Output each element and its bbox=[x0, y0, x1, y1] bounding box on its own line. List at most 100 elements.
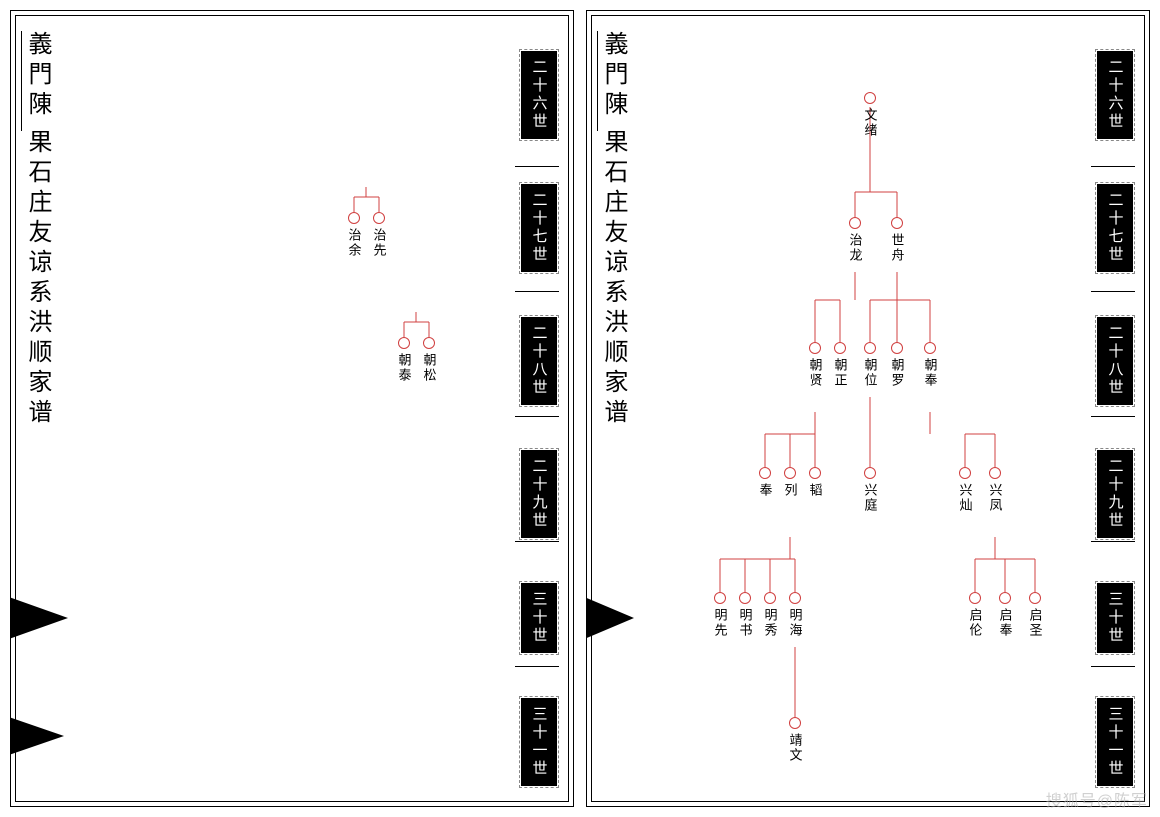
generation-box: 二十六世 bbox=[1097, 51, 1133, 139]
node-circle-icon bbox=[789, 592, 801, 604]
generation-box: 二十七世 bbox=[1097, 184, 1133, 272]
node-circle-icon bbox=[1029, 592, 1041, 604]
tree-node: 明书 bbox=[735, 592, 755, 638]
title-clan: 義門陳 bbox=[601, 31, 625, 121]
generation-box: 三十世 bbox=[521, 583, 557, 653]
tree-node: 治余 bbox=[344, 212, 364, 258]
node-label: 明海 bbox=[789, 608, 802, 638]
node-circle-icon bbox=[764, 592, 776, 604]
tree-node: 明海 bbox=[785, 592, 805, 638]
node-circle-icon bbox=[739, 592, 751, 604]
tree-node: 启圣 bbox=[1025, 592, 1045, 638]
node-label: 朝罗 bbox=[891, 358, 904, 388]
node-label: 朝正 bbox=[834, 358, 847, 388]
page-right: 義門陳 果石庄友谅系洪顺家谱 二十六世二十七世二十八世二十九世三十世三十一世 文… bbox=[586, 10, 1150, 807]
node-label: 文绪 bbox=[864, 108, 877, 138]
tree-node: 治龙 bbox=[845, 217, 865, 263]
tree-node: 朝奉 bbox=[920, 342, 940, 388]
node-circle-icon bbox=[891, 342, 903, 354]
generation-box: 三十一世 bbox=[521, 698, 557, 786]
generation-divider bbox=[515, 541, 559, 542]
node-label: 启伦 bbox=[969, 608, 982, 638]
node-circle-icon bbox=[398, 337, 410, 349]
generation-divider bbox=[515, 416, 559, 417]
node-label: 明秀 bbox=[764, 608, 777, 638]
tree-node: 兴灿 bbox=[955, 467, 975, 513]
tree-node: 列 bbox=[780, 467, 800, 498]
node-label: 启圣 bbox=[1029, 608, 1042, 638]
node-label: 兴庭 bbox=[864, 483, 877, 513]
generation-divider bbox=[515, 291, 559, 292]
node-circle-icon bbox=[864, 92, 876, 104]
tree-node: 靖文 bbox=[785, 717, 805, 763]
generation-divider bbox=[1091, 166, 1135, 167]
page-left: 義門陳 果石庄友谅系洪顺家谱 二十六世二十七世二十八世二十九世三十世三十一世 治… bbox=[10, 10, 574, 807]
node-circle-icon bbox=[373, 212, 385, 224]
tree-node: 兴凤 bbox=[985, 467, 1005, 513]
node-circle-icon bbox=[759, 467, 771, 479]
node-circle-icon bbox=[789, 717, 801, 729]
tree-node: 明秀 bbox=[760, 592, 780, 638]
node-circle-icon bbox=[969, 592, 981, 604]
decorative-wedge bbox=[10, 596, 68, 640]
generation-box: 二十九世 bbox=[521, 450, 557, 538]
title-subtitle: 果石庄友谅系洪顺家谱 bbox=[601, 129, 625, 429]
node-circle-icon bbox=[348, 212, 360, 224]
tree-node: 兴庭 bbox=[860, 467, 880, 513]
generation-box: 二十八世 bbox=[1097, 317, 1133, 405]
generation-divider bbox=[1091, 666, 1135, 667]
node-label: 兴灿 bbox=[959, 483, 972, 513]
node-label: 靖文 bbox=[789, 733, 802, 763]
tree-node: 朝泰 bbox=[394, 337, 414, 383]
node-label: 治龙 bbox=[849, 233, 862, 263]
node-circle-icon bbox=[864, 467, 876, 479]
node-label: 明先 bbox=[714, 608, 727, 638]
node-circle-icon bbox=[849, 217, 861, 229]
generation-column: 二十六世二十七世二十八世二十九世三十世三十一世 bbox=[521, 51, 559, 786]
node-label: 奉 bbox=[759, 483, 772, 498]
node-circle-icon bbox=[924, 342, 936, 354]
tree-node: 明先 bbox=[710, 592, 730, 638]
tree-node: 朝位 bbox=[860, 342, 880, 388]
generation-divider bbox=[1091, 416, 1135, 417]
tree-node: 奉 bbox=[755, 467, 775, 498]
node-label: 列 bbox=[784, 483, 797, 498]
node-label: 朝松 bbox=[423, 353, 436, 383]
generation-box: 二十七世 bbox=[521, 184, 557, 272]
node-circle-icon bbox=[999, 592, 1011, 604]
node-label: 治先 bbox=[373, 228, 386, 258]
watermark-text: 搜狐号@陈军 bbox=[1046, 787, 1148, 811]
tree-node: 启奉 bbox=[995, 592, 1015, 638]
node-circle-icon bbox=[423, 337, 435, 349]
title-column: 義門陳 果石庄友谅系洪顺家谱 bbox=[601, 31, 629, 429]
tree-node: 世舟 bbox=[887, 217, 907, 263]
decorative-wedge bbox=[10, 716, 64, 756]
generation-divider bbox=[1091, 541, 1135, 542]
tree-area-left: 治先治余朝松朝泰 bbox=[59, 17, 513, 800]
generation-box: 二十九世 bbox=[1097, 450, 1133, 538]
tree-node: 治先 bbox=[369, 212, 389, 258]
node-circle-icon bbox=[891, 217, 903, 229]
tree-node: 朝松 bbox=[419, 337, 439, 383]
generation-divider bbox=[1091, 291, 1135, 292]
container: 義門陳 果石庄友谅系洪顺家谱 二十六世二十七世二十八世二十九世三十世三十一世 治… bbox=[0, 0, 1160, 817]
generation-box: 三十一世 bbox=[1097, 698, 1133, 786]
node-circle-icon bbox=[809, 342, 821, 354]
generation-divider bbox=[515, 166, 559, 167]
node-circle-icon bbox=[989, 467, 1001, 479]
generation-box: 二十八世 bbox=[521, 317, 557, 405]
tree-node: 文绪 bbox=[860, 92, 880, 138]
node-label: 明书 bbox=[739, 608, 752, 638]
tree-node: 启伦 bbox=[965, 592, 985, 638]
title-column: 義門陳 果石庄友谅系洪顺家谱 bbox=[25, 31, 53, 429]
generation-divider bbox=[515, 666, 559, 667]
connector-lines bbox=[59, 17, 519, 807]
generation-box: 二十六世 bbox=[521, 51, 557, 139]
node-label: 朝贤 bbox=[809, 358, 822, 388]
tree-area-right: 文绪治龙世舟朝贤朝正朝位朝罗朝奉奉列韬兴庭兴灿兴凤明先明书明秀明海启伦启奉启圣靖… bbox=[635, 17, 1089, 800]
node-label: 兴凤 bbox=[989, 483, 1002, 513]
node-label: 启奉 bbox=[999, 608, 1012, 638]
node-circle-icon bbox=[959, 467, 971, 479]
title-subtitle: 果石庄友谅系洪顺家谱 bbox=[25, 129, 49, 429]
node-label: 朝泰 bbox=[398, 353, 411, 383]
